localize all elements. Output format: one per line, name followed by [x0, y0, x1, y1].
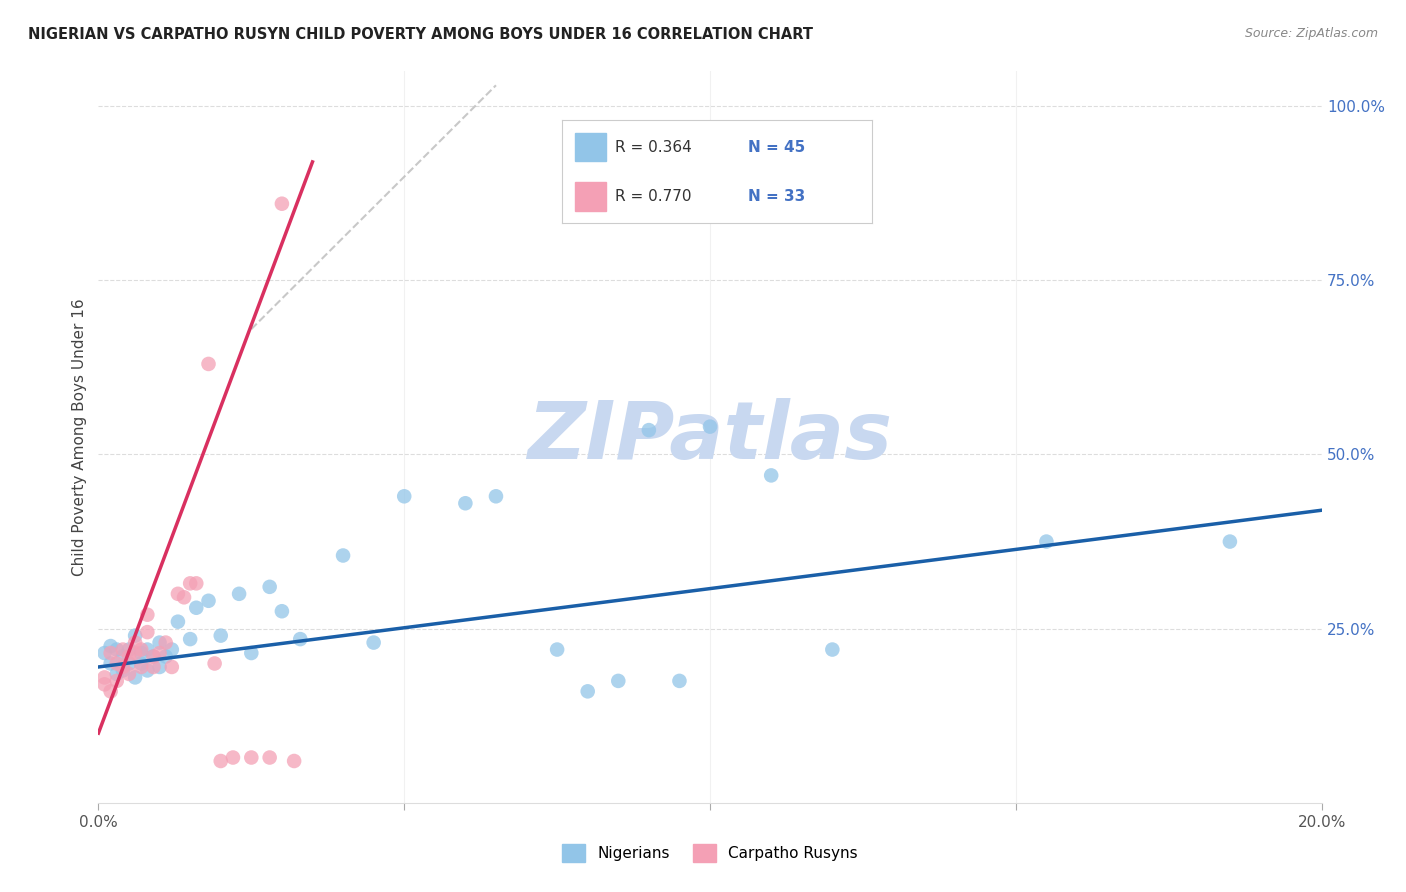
Point [100, 684, 122, 698]
Point [124, 646, 146, 660]
Point [270, 196, 292, 211]
Point [270, 604, 292, 618]
Point [111, 664, 134, 678]
Point [129, 642, 152, 657]
Point [93, 646, 115, 660]
Point [149, 660, 172, 674]
Point [173, 591, 195, 605]
Point [124, 629, 146, 643]
Point [100, 657, 122, 671]
Point [149, 635, 172, 649]
Point [105, 673, 128, 688]
Text: R = 0.364: R = 0.364 [614, 139, 692, 154]
Legend: Nigerians, Carpatho Rusyns: Nigerians, Carpatho Rusyns [557, 838, 863, 868]
Point [1219, 534, 1241, 549]
Point [142, 660, 165, 674]
Point [136, 625, 159, 640]
Point [209, 629, 232, 643]
Point [136, 642, 159, 657]
Point [111, 660, 134, 674]
Point [160, 660, 183, 674]
Point [186, 600, 208, 615]
Text: N = 33: N = 33 [748, 189, 806, 204]
Point [228, 587, 250, 601]
Bar [575, 182, 606, 211]
Point [111, 642, 134, 657]
Text: R = 0.770: R = 0.770 [614, 189, 692, 204]
Point [100, 646, 122, 660]
Point [118, 649, 141, 664]
Point [204, 657, 226, 671]
Point [142, 649, 165, 664]
Point [699, 419, 721, 434]
Point [129, 660, 152, 674]
Point [136, 607, 159, 622]
Point [186, 576, 208, 591]
Point [155, 649, 177, 664]
Point [607, 673, 630, 688]
Point [93, 677, 115, 691]
Point [197, 357, 219, 371]
Point [93, 670, 115, 684]
Point [240, 750, 263, 764]
Point [118, 667, 141, 681]
Point [105, 667, 128, 681]
Point [167, 587, 190, 601]
Point [167, 615, 190, 629]
Text: Source: ZipAtlas.com: Source: ZipAtlas.com [1244, 27, 1378, 40]
Point [259, 750, 281, 764]
Bar [575, 133, 606, 161]
Point [118, 657, 141, 671]
Point [637, 423, 661, 437]
Point [821, 642, 844, 657]
Point [259, 580, 281, 594]
Point [290, 632, 312, 646]
Point [160, 642, 183, 657]
Point [136, 664, 159, 678]
Point [142, 649, 165, 664]
Point [129, 657, 152, 671]
Point [1035, 534, 1057, 549]
Point [283, 754, 305, 768]
Point [668, 673, 690, 688]
Point [454, 496, 477, 510]
Point [111, 649, 134, 664]
Point [155, 635, 177, 649]
Point [105, 642, 128, 657]
Point [759, 468, 782, 483]
Point [363, 635, 385, 649]
Point [240, 646, 263, 660]
Text: ZIPatlas: ZIPatlas [527, 398, 893, 476]
Y-axis label: Child Poverty Among Boys Under 16: Child Poverty Among Boys Under 16 [72, 298, 87, 576]
Point [392, 489, 416, 503]
Point [546, 642, 568, 657]
Point [129, 646, 152, 660]
Text: NIGERIAN VS CARPATHO RUSYN CHILD POVERTY AMONG BOYS UNDER 16 CORRELATION CHART: NIGERIAN VS CARPATHO RUSYN CHILD POVERTY… [28, 27, 813, 42]
Point [222, 750, 245, 764]
Point [149, 646, 172, 660]
Point [118, 642, 141, 657]
Point [197, 594, 219, 608]
Text: N = 45: N = 45 [748, 139, 806, 154]
Point [124, 670, 146, 684]
Point [105, 657, 128, 671]
Point [100, 639, 122, 653]
Point [124, 635, 146, 649]
Point [179, 632, 201, 646]
Point [209, 754, 232, 768]
Point [332, 549, 354, 563]
Point [576, 684, 599, 698]
Point [485, 489, 508, 503]
Point [179, 576, 201, 591]
